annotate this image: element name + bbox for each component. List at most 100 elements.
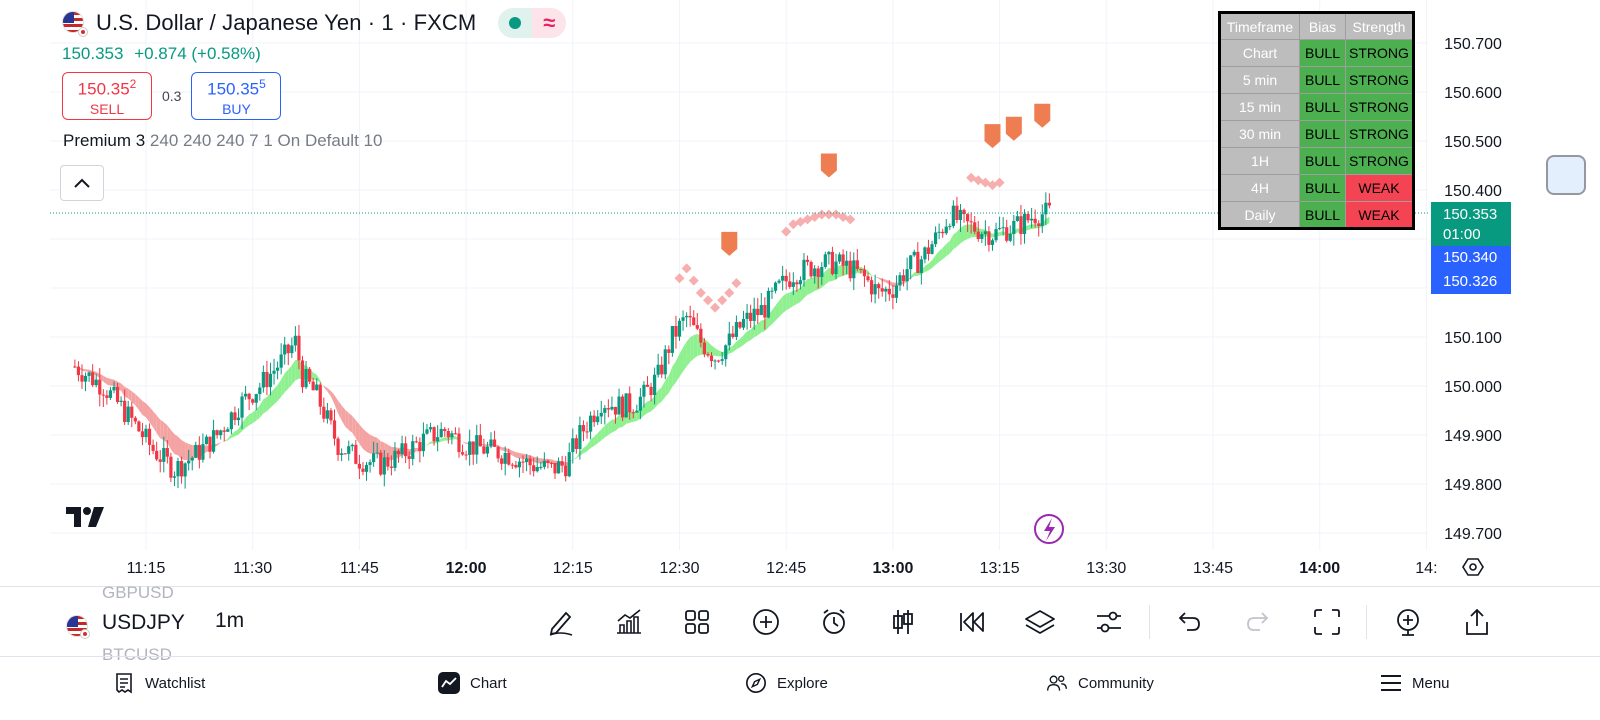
candle-body xyxy=(393,450,397,468)
ribbon-segment xyxy=(338,400,342,421)
ribbon-segment xyxy=(572,457,577,460)
candle-body xyxy=(404,443,408,457)
candle-type-icon[interactable] xyxy=(885,604,921,640)
candle-body xyxy=(507,452,511,465)
ribbon-segment xyxy=(786,292,790,311)
prev-symbol[interactable]: GBPUSD xyxy=(102,583,174,602)
candle-body xyxy=(1012,220,1016,234)
candle-body xyxy=(592,415,596,423)
candle-body xyxy=(916,251,920,273)
market-status-pill[interactable]: ≈ xyxy=(498,8,567,38)
ribbon-segment xyxy=(914,272,918,277)
candle-body xyxy=(777,280,781,283)
bias-cell: BULL xyxy=(1299,93,1346,121)
current-symbol[interactable]: USDJPY xyxy=(102,611,185,634)
nav-chart-label: Chart xyxy=(470,674,507,692)
bar-countdown: 01:00 xyxy=(1443,226,1481,243)
ribbon-segment xyxy=(281,373,285,397)
axis-settings-icon[interactable] xyxy=(1462,556,1484,578)
collapse-legend-button[interactable] xyxy=(60,165,104,201)
ribbon-segment xyxy=(181,440,186,460)
ribbon-segment xyxy=(334,395,339,414)
ribbon-segment xyxy=(163,422,168,444)
indicator-legend[interactable]: Premium 3 240 240 240 7 1 On Default 10 xyxy=(63,131,382,151)
bias-cell: BULL xyxy=(1299,66,1346,94)
interval-button[interactable]: 1m xyxy=(215,609,245,632)
ribbon-segment xyxy=(103,375,107,385)
settings-sliders-icon[interactable] xyxy=(1091,604,1127,640)
time-tick-label: 12:15 xyxy=(553,560,593,577)
sell-label: SELL xyxy=(89,100,125,117)
ribbon-segment xyxy=(327,388,331,397)
buy-price: 150.35 xyxy=(207,79,260,99)
next-symbol[interactable]: BTCUSD xyxy=(102,645,172,664)
candle-body xyxy=(841,254,845,266)
side-panel-button[interactable] xyxy=(1546,155,1586,195)
ribbon-segment xyxy=(249,412,253,426)
candle-body xyxy=(862,269,867,277)
undo-icon[interactable] xyxy=(1171,604,1207,640)
table-row: 15 min BULL STRONG xyxy=(1219,93,1414,121)
ribbon-segment xyxy=(270,388,275,408)
price-tick-label: 150.400 xyxy=(1444,183,1502,200)
candle-body xyxy=(83,375,88,382)
table-row: Chart BULL STRONG xyxy=(1219,39,1414,67)
candle-body xyxy=(126,406,130,423)
candle-body xyxy=(372,453,376,463)
fullscreen-icon[interactable] xyxy=(1309,604,1345,640)
candle-body xyxy=(144,428,148,438)
nav-watchlist[interactable]: Watchlist xyxy=(113,669,205,697)
candle-body xyxy=(542,460,546,467)
ribbon-segment xyxy=(668,366,673,393)
ribbon-segment xyxy=(757,320,762,336)
buy-label: BUY xyxy=(222,100,251,117)
tradingview-logo xyxy=(66,505,112,534)
pencil-icon[interactable] xyxy=(543,604,579,640)
buy-button[interactable]: 150.355 BUY xyxy=(191,72,282,120)
sell-button[interactable]: 150.352 SELL xyxy=(62,72,152,120)
ribbon-segment xyxy=(330,390,335,405)
candle-body xyxy=(201,444,205,460)
ribbon-segment xyxy=(178,436,182,460)
signal-diamond xyxy=(994,177,1005,188)
layout-icon[interactable] xyxy=(679,604,715,640)
candle-body xyxy=(948,226,952,228)
candle-body xyxy=(834,261,838,275)
candle-body xyxy=(101,394,105,396)
add-icon[interactable] xyxy=(748,604,784,640)
compass-icon xyxy=(745,672,767,694)
layers-icon[interactable] xyxy=(1022,604,1058,640)
candle-body xyxy=(247,393,251,400)
candle-body xyxy=(571,438,575,453)
candle-body xyxy=(681,317,685,321)
candle-body xyxy=(809,261,813,277)
bias-cell: BULL xyxy=(1299,120,1346,148)
indicators-icon[interactable] xyxy=(611,604,647,640)
redo-icon[interactable] xyxy=(1240,604,1276,640)
share-icon[interactable] xyxy=(1459,604,1495,640)
replay-icon[interactable] xyxy=(953,604,989,640)
alert-icon[interactable] xyxy=(816,604,852,640)
symbol-title[interactable]: U.S. Dollar / Japanese Yen · 1 · FXCM xyxy=(96,10,477,35)
ribbon-segment xyxy=(434,440,438,444)
ribbon-segment xyxy=(266,392,271,412)
ribbon-segment xyxy=(597,429,602,444)
candle-body xyxy=(1022,213,1027,235)
nav-menu[interactable]: Menu xyxy=(1380,669,1450,697)
ribbon-segment xyxy=(188,443,193,461)
ribbon-segment xyxy=(761,319,765,333)
nav-chart[interactable]: Chart xyxy=(438,669,507,697)
candle-body xyxy=(656,364,660,375)
nav-explore[interactable]: Explore xyxy=(745,669,828,697)
ribbon-segment xyxy=(885,279,890,285)
candle-body xyxy=(204,436,209,445)
tf-cell: 15 min xyxy=(1219,93,1300,121)
nav-community[interactable]: Community xyxy=(1046,669,1154,697)
candle-body xyxy=(699,328,703,343)
symbol-picker[interactable]: GBPUSD USDJPY BTCUSD xyxy=(62,583,262,664)
candle-body xyxy=(436,437,440,442)
zoom-icon[interactable] xyxy=(1390,604,1426,640)
ribbon-segment xyxy=(448,436,452,441)
sell-price: 150.35 xyxy=(77,79,130,99)
signal-flag xyxy=(1034,103,1051,128)
